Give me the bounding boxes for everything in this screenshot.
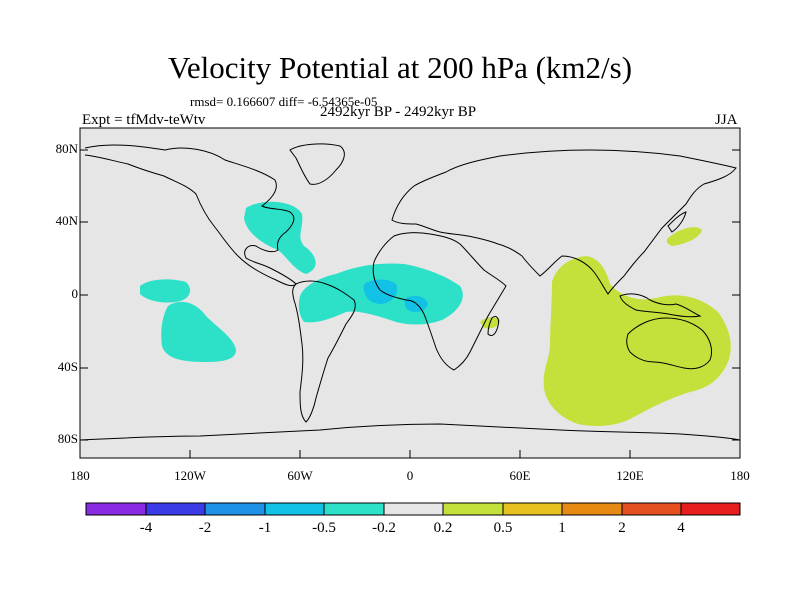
coastline-europe-asia [391, 149, 737, 295]
lat-label-0: 0 [71, 286, 79, 301]
colorbar-label-9: 4 [677, 520, 685, 536]
coastline-africa [372, 232, 507, 371]
lon-label-120w: 120W [174, 468, 206, 483]
coastline-australia [626, 317, 713, 370]
colorbar-box-4 [323, 502, 385, 516]
stats-label: rmsd= 0.166607 diff= -6.54365e-05 [190, 94, 378, 109]
colorbar-box-5 [383, 502, 444, 516]
lon-label-180w: 180 [70, 468, 90, 483]
anomaly-region-south-pacific [161, 301, 236, 362]
coastline-madagascar [487, 315, 499, 337]
map-title: Velocity Potential at 200 hPa (km2/s) [167, 50, 633, 85]
colorbar-box-3 [264, 502, 325, 516]
experiment-label: Expt = tfMdv-teWtv [82, 112, 206, 128]
lat-label-80s: 80S [57, 431, 78, 446]
lon-label-120e: 120E [616, 468, 644, 483]
coastline-antarctica [79, 423, 741, 441]
coastline-greenland [289, 143, 345, 185]
lat-label-40n: 40N [55, 213, 78, 228]
lon-label-60w: 60W [287, 468, 313, 483]
colorbar-box-2 [204, 502, 266, 516]
colorbar-label-4: -0.2 [372, 520, 396, 536]
coastline-north-america [84, 144, 297, 287]
lon-label-0: 0 [406, 468, 414, 483]
anomaly-core-equatorial-atlantic [363, 279, 398, 304]
colorbar-label-7: 1 [558, 520, 566, 536]
colorbar-box-0 [85, 502, 147, 516]
colorbar-label-5: 0.2 [433, 520, 453, 536]
lat-label-40s: 40S [57, 359, 78, 374]
colorbar-label-2: -1 [258, 520, 272, 536]
colorbar-box-9 [621, 502, 682, 516]
colorbar-label-1: -2 [198, 520, 212, 536]
colorbar-box-8 [561, 502, 623, 516]
coastlines [79, 143, 741, 441]
coastline-japan [667, 211, 687, 233]
colorbar-box-1 [145, 502, 206, 516]
anomaly-region-indo-pacific [543, 256, 731, 426]
colorbar-box-10 [680, 502, 741, 516]
anomaly-region-east-pacific-equator [140, 279, 191, 303]
colorbar-label-3: -0.5 [312, 520, 336, 536]
colorbar-label-0: -4 [139, 520, 153, 536]
lon-label-60e: 60E [509, 468, 531, 483]
coastline-maritime-continent [619, 293, 702, 318]
coastline-south-america [292, 280, 356, 423]
colorbar-box-7 [502, 502, 563, 516]
lon-label-180e: 180 [730, 468, 750, 483]
colorbar-label-8: 2 [618, 520, 626, 536]
colorbar [85, 502, 741, 516]
anomaly-region-north-pacific [666, 227, 702, 246]
colorbar-label-6: 0.5 [493, 520, 513, 536]
axis-ticks [79, 149, 741, 458]
colorbar-box-6 [442, 502, 504, 516]
period-label: 2492kyr BP - 2492kyr BP [320, 104, 477, 120]
season-label: JJA [715, 112, 738, 128]
lat-label-80n: 80N [55, 141, 78, 156]
